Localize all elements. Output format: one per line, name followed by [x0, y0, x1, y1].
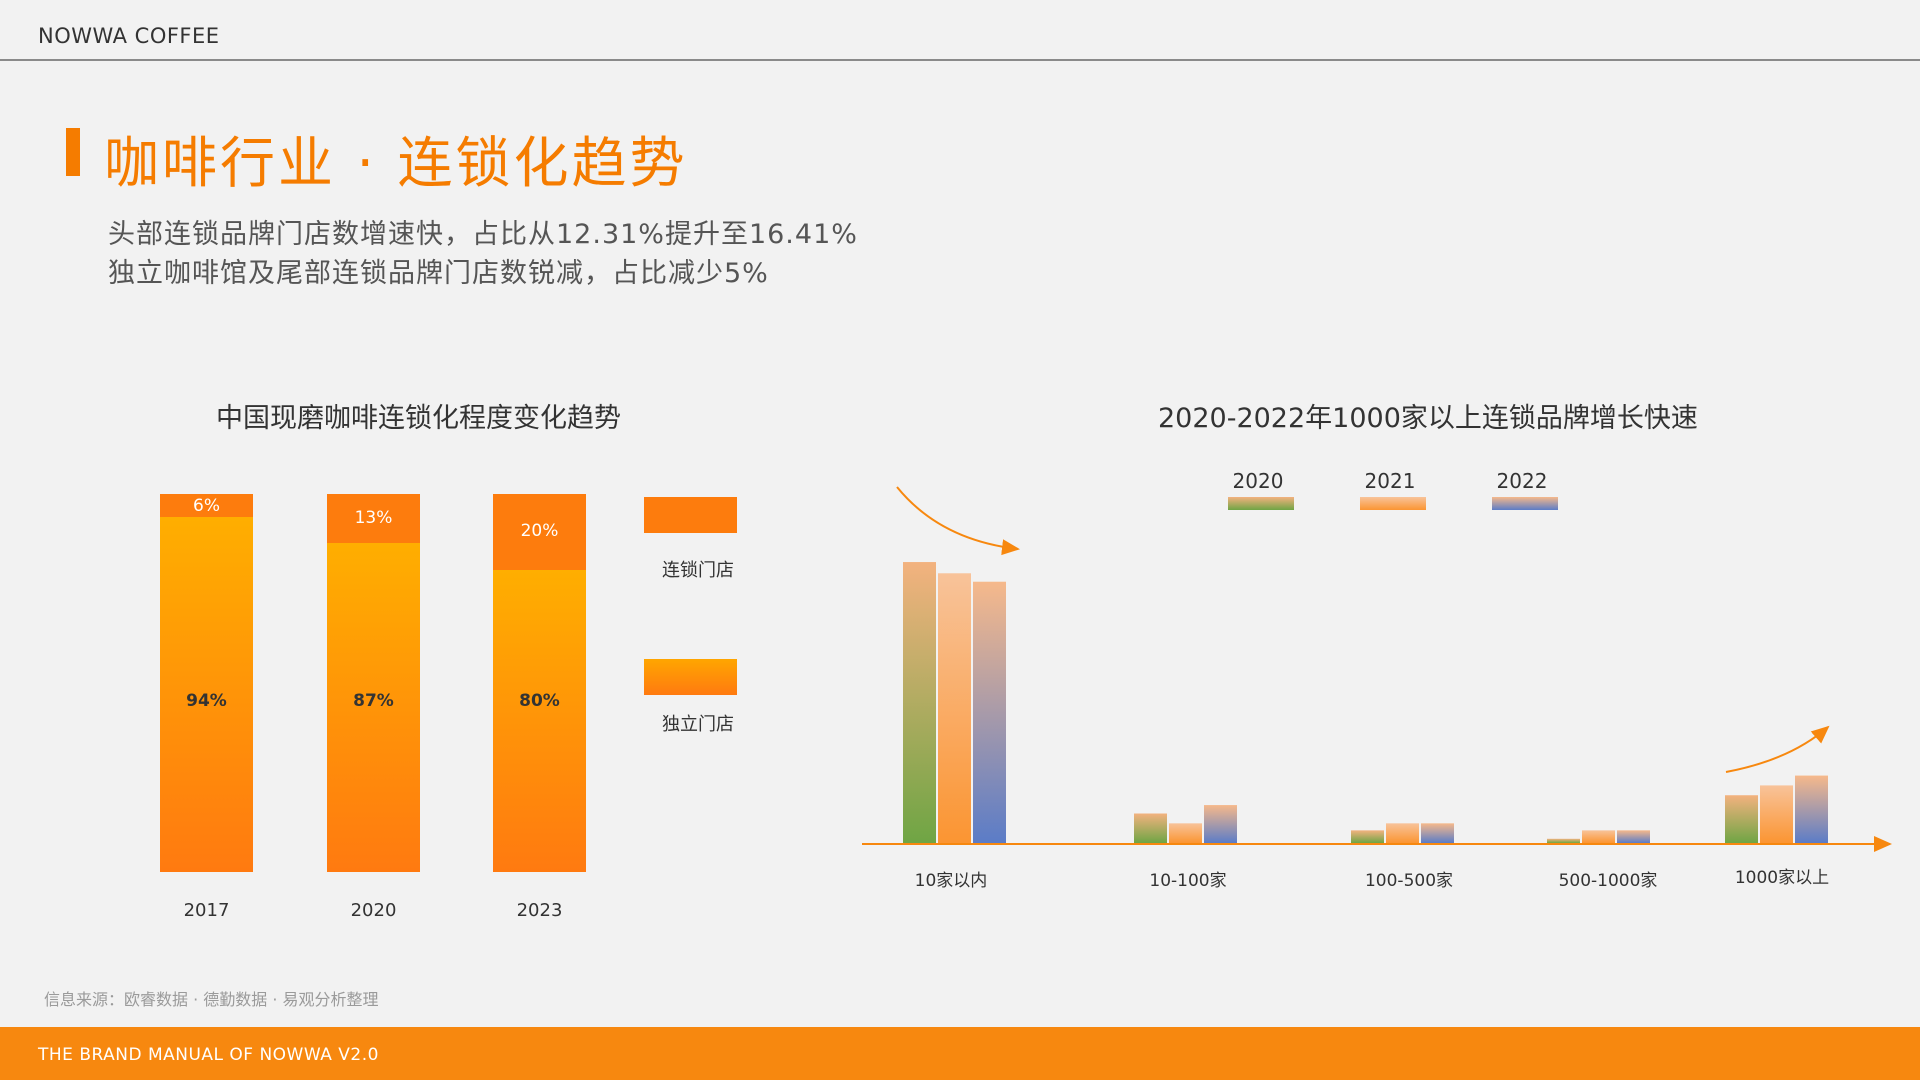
bar-2021-500-1000家 — [1582, 830, 1615, 843]
stacked-bar-2017: 6% 94% — [160, 494, 253, 872]
legend-chain-swatch — [644, 497, 737, 533]
bar-label-chain-2020: 13% — [354, 507, 393, 528]
category-label-100-500家: 100-500家 — [1364, 871, 1454, 891]
legend-2021-label: 2021 — [1364, 469, 1416, 493]
header-divider — [0, 59, 1920, 61]
bar-2021-100-500家 — [1386, 823, 1419, 843]
trend-arrow-down — [896, 486, 1020, 556]
legend-2022-label: 2022 — [1496, 469, 1548, 493]
footer-bar — [0, 1027, 1920, 1080]
bar-2020-10家以内 — [903, 562, 936, 843]
bar-2022-10-100家 — [1204, 805, 1237, 843]
category-label-1000家以上: 1000家以上 — [1734, 868, 1830, 888]
x-tick-label-2017: 2017 — [183, 900, 230, 921]
legend-2020-label: 2020 — [1232, 469, 1284, 493]
x-tick-label-2020: 2020 — [350, 900, 397, 921]
category-label-10家以内: 10家以内 — [914, 871, 988, 891]
legend-independent-label: 独立门店 — [662, 714, 734, 735]
chart1-title: 中国现磨咖啡连锁化程度变化趋势 — [216, 403, 621, 434]
bar-2020-100-500家 — [1351, 830, 1384, 843]
bar-2022-1000家以上 — [1795, 775, 1828, 843]
bar-2022-10家以内 — [973, 581, 1006, 843]
bar-segment-chain-2020 — [327, 494, 420, 544]
subtitle-line-1: 头部连锁品牌门店数增速快，占比从12.31%提升至16.41% — [108, 219, 858, 250]
page-title: 咖啡行业 · 连锁化趋势 — [104, 131, 688, 195]
legend-chain-label: 连锁门店 — [662, 560, 734, 581]
bar-label-chain-2017: 6% — [193, 496, 220, 516]
legend-2020-swatch — [1228, 497, 1294, 510]
data-source: 信息来源：欧睿数据 · 德勤数据 · 易观分析整理 — [44, 990, 379, 1009]
bar-label-independent-2023: 80% — [519, 691, 560, 711]
title-accent-bar — [66, 128, 80, 176]
stacked-bar-2020: 13% 87% — [327, 494, 420, 872]
bar-2021-10家以内 — [938, 573, 971, 843]
bar-2022-500-1000家 — [1617, 830, 1650, 843]
bar-segment-independent-2020 — [327, 543, 420, 872]
bar-segment-independent-2017 — [160, 516, 253, 872]
bar-2021-1000家以上 — [1760, 785, 1793, 843]
legend-independent-swatch — [644, 659, 737, 695]
bar-2021-10-100家 — [1169, 823, 1202, 843]
category-label-10-100家: 10-100家 — [1149, 871, 1227, 891]
bar-2020-500-1000家 — [1547, 838, 1580, 843]
footer-text: THE BRAND MANUAL OF NOWWA V2.0 — [38, 1045, 379, 1065]
bar-segment-independent-2023 — [493, 569, 586, 872]
bar-2020-10-100家 — [1134, 813, 1167, 843]
bar-segment-chain-2017 — [160, 494, 253, 517]
chart2-title: 2020-2022年1000家以上连锁品牌增长快速 — [1158, 403, 1698, 434]
bar-segment-chain-2023 — [493, 494, 586, 570]
bar-2020-1000家以上 — [1725, 795, 1758, 843]
subtitle-line-2: 独立咖啡馆及尾部连锁品牌门店数锐减，占比减少5% — [108, 258, 769, 289]
category-label-500-1000家: 500-1000家 — [1558, 871, 1658, 891]
bar-2022-100-500家 — [1421, 823, 1454, 843]
x-tick-label-2023: 2023 — [516, 900, 563, 921]
legend-2021-swatch — [1360, 497, 1426, 510]
bar-label-independent-2017: 94% — [186, 691, 227, 711]
stacked-bar-2023: 20% 80% — [493, 494, 586, 872]
legend-2022-swatch — [1492, 497, 1558, 510]
bar-label-independent-2020: 87% — [353, 691, 394, 711]
bar-label-chain-2023: 20% — [520, 520, 559, 541]
trend-arrow-up — [1725, 725, 1830, 773]
brand-name: NOWWA COFFEE — [38, 24, 220, 48]
